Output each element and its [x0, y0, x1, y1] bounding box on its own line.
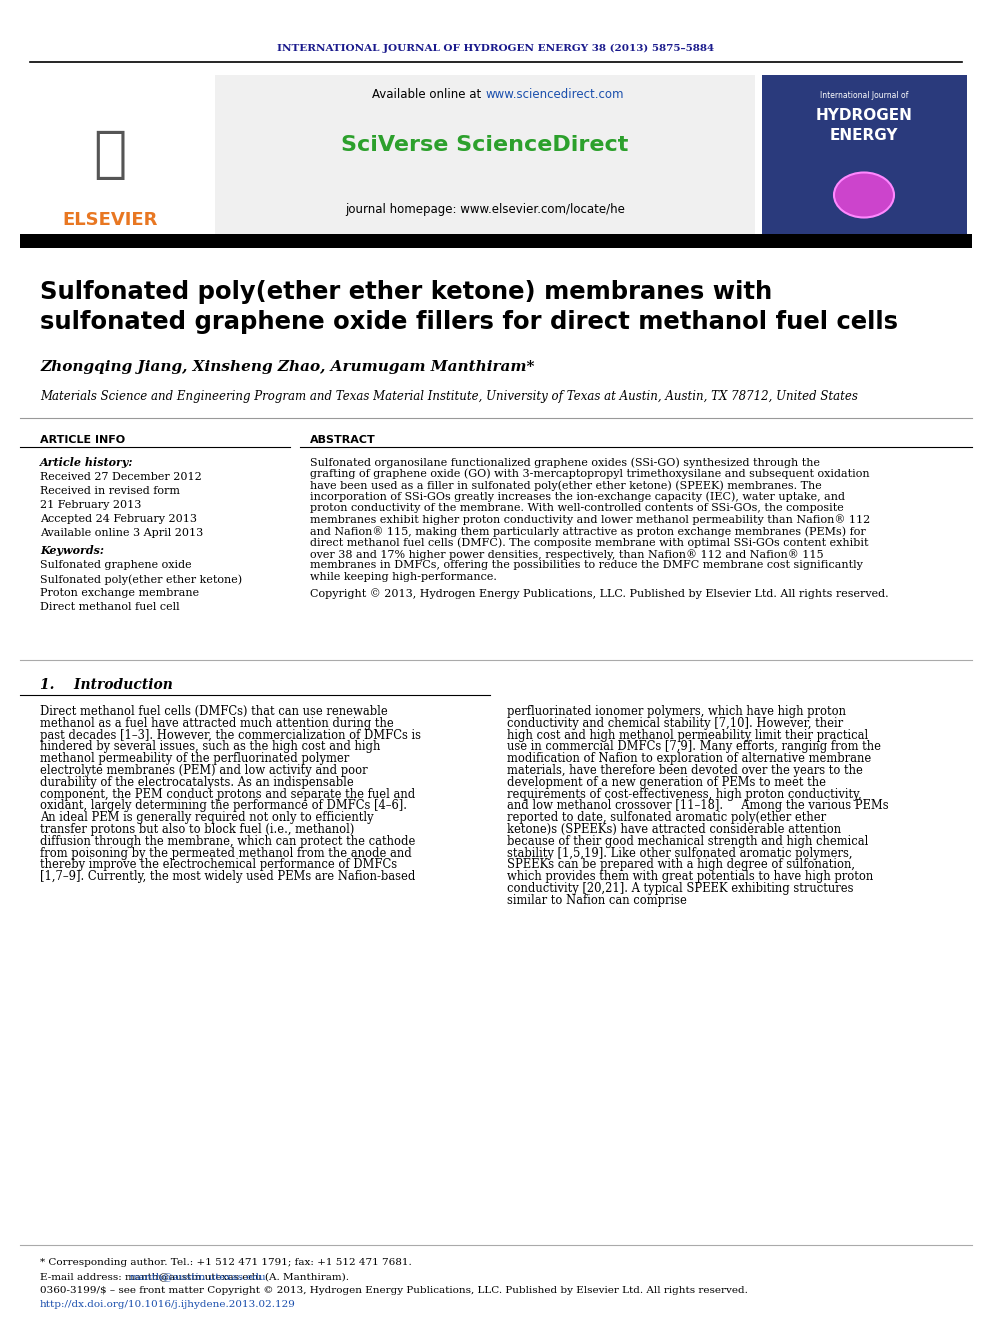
Text: Materials Science and Engineering Program and Texas Material Institute, Universi: Materials Science and Engineering Progra… — [40, 390, 858, 404]
Ellipse shape — [834, 172, 894, 217]
Text: Accepted 24 February 2013: Accepted 24 February 2013 — [40, 515, 197, 524]
Text: grafting of graphene oxide (GO) with 3-mercaptopropyl trimethoxysilane and subse: grafting of graphene oxide (GO) with 3-m… — [310, 468, 870, 479]
Text: reported to date, sulfonated aromatic poly(ether ether: reported to date, sulfonated aromatic po… — [507, 811, 826, 824]
Text: 21 February 2013: 21 February 2013 — [40, 500, 142, 509]
Text: SciVerse ScienceDirect: SciVerse ScienceDirect — [341, 135, 629, 155]
Text: thereby improve the electrochemical performance of DMFCs: thereby improve the electrochemical perf… — [40, 859, 397, 872]
Text: high cost and high methanol permeability limit their practical: high cost and high methanol permeability… — [507, 729, 868, 742]
Text: membranes exhibit higher proton conductivity and lower methanol permeability tha: membranes exhibit higher proton conducti… — [310, 515, 870, 525]
Text: because of their good mechanical strength and high chemical: because of their good mechanical strengt… — [507, 835, 868, 848]
Text: incorporation of SSi-GOs greatly increases the ion-exchange capacity (IEC), wate: incorporation of SSi-GOs greatly increas… — [310, 492, 845, 501]
Text: requirements of cost-effectiveness, high proton conductivity,: requirements of cost-effectiveness, high… — [507, 787, 862, 800]
Text: 🌳: 🌳 — [93, 128, 127, 183]
Text: hindered by several issues, such as the high cost and high: hindered by several issues, such as the … — [40, 741, 380, 753]
Text: An ideal PEM is generally required not only to efficiently: An ideal PEM is generally required not o… — [40, 811, 374, 824]
Text: Direct methanol fuel cell: Direct methanol fuel cell — [40, 602, 180, 613]
Text: development of a new generation of PEMs to meet the: development of a new generation of PEMs … — [507, 775, 826, 789]
Text: * Corresponding author. Tel.: +1 512 471 1791; fax: +1 512 471 7681.: * Corresponding author. Tel.: +1 512 471… — [40, 1258, 412, 1267]
Text: Sulfonated organosilane functionalized graphene oxides (SSi-GO) synthesized thro: Sulfonated organosilane functionalized g… — [310, 456, 820, 467]
Text: ketone)s (SPEEKs) have attracted considerable attention: ketone)s (SPEEKs) have attracted conside… — [507, 823, 841, 836]
Text: component, the PEM conduct protons and separate the fuel and: component, the PEM conduct protons and s… — [40, 787, 416, 800]
Text: stability [1,5,19]. Like other sulfonated aromatic polymers,: stability [1,5,19]. Like other sulfonate… — [507, 847, 852, 860]
Text: SPEEKs can be prepared with a high degree of sulfonation,: SPEEKs can be prepared with a high degre… — [507, 859, 855, 872]
Text: Received 27 December 2012: Received 27 December 2012 — [40, 472, 201, 482]
Text: journal homepage: www.elsevier.com/locate/he: journal homepage: www.elsevier.com/locat… — [345, 204, 625, 217]
FancyBboxPatch shape — [762, 75, 967, 235]
Text: 0360-3199/$ – see front matter Copyright © 2013, Hydrogen Energy Publications, L: 0360-3199/$ – see front matter Copyright… — [40, 1286, 748, 1295]
Text: transfer protons but also to block fuel (i.e., methanol): transfer protons but also to block fuel … — [40, 823, 354, 836]
Text: proton conductivity of the membrane. With well-controlled contents of SSi-GOs, t: proton conductivity of the membrane. Wit… — [310, 503, 844, 513]
Text: Received in revised form: Received in revised form — [40, 486, 180, 496]
Bar — [20, 234, 972, 247]
Text: over 38 and 17% higher power densities, respectively, than Nafion® 112 and Nafio: over 38 and 17% higher power densities, … — [310, 549, 823, 560]
Text: Sulfonated poly(ether ether ketone): Sulfonated poly(ether ether ketone) — [40, 574, 242, 585]
Text: membranes in DMFCs, offering the possibilities to reduce the DMFC membrane cost : membranes in DMFCs, offering the possibi… — [310, 561, 863, 570]
Text: conductivity and chemical stability [7,10]. However, their: conductivity and chemical stability [7,1… — [507, 717, 843, 730]
Text: which provides them with great potentials to have high proton: which provides them with great potential… — [507, 871, 873, 884]
Text: methanol as a fuel have attracted much attention during the: methanol as a fuel have attracted much a… — [40, 717, 394, 730]
Text: diffusion through the membrane, which can protect the cathode: diffusion through the membrane, which ca… — [40, 835, 416, 848]
Text: Keywords:: Keywords: — [40, 545, 104, 556]
Text: perfluorinated ionomer polymers, which have high proton: perfluorinated ionomer polymers, which h… — [507, 705, 846, 718]
Text: ENERGY: ENERGY — [829, 127, 898, 143]
Text: Article history:: Article history: — [40, 456, 134, 468]
Text: oxidant, largely determining the performance of DMFCs [4–6].: oxidant, largely determining the perform… — [40, 799, 407, 812]
Text: from poisoning by the permeated methanol from the anode and: from poisoning by the permeated methanol… — [40, 847, 412, 860]
Text: have been used as a filler in sulfonated poly(ether ether ketone) (SPEEK) membra: have been used as a filler in sulfonated… — [310, 480, 821, 491]
Text: Copyright © 2013, Hydrogen Energy Publications, LLC. Published by Elsevier Ltd. : Copyright © 2013, Hydrogen Energy Public… — [310, 589, 889, 599]
Text: Zhongqing Jiang, Xinsheng Zhao, Arumugam Manthiram*: Zhongqing Jiang, Xinsheng Zhao, Arumugam… — [40, 360, 535, 374]
Text: and Nafion® 115, making them particularly attractive as proton exchange membrane: and Nafion® 115, making them particularl… — [310, 527, 866, 537]
Text: ELSEVIER: ELSEVIER — [62, 210, 158, 229]
Text: electrolyte membranes (PEM) and low activity and poor: electrolyte membranes (PEM) and low acti… — [40, 763, 368, 777]
Text: HYDROGEN: HYDROGEN — [815, 107, 913, 123]
Text: Direct methanol fuel cells (DMFCs) that can use renewable: Direct methanol fuel cells (DMFCs) that … — [40, 705, 388, 718]
Text: Available online 3 April 2013: Available online 3 April 2013 — [40, 528, 203, 538]
Text: conductivity [20,21]. A typical SPEEK exhibiting structures: conductivity [20,21]. A typical SPEEK ex… — [507, 882, 853, 894]
Text: INTERNATIONAL JOURNAL OF HYDROGEN ENERGY 38 (2013) 5875–5884: INTERNATIONAL JOURNAL OF HYDROGEN ENERGY… — [278, 44, 714, 53]
Text: while keeping high-performance.: while keeping high-performance. — [310, 572, 497, 582]
Text: E-mail address: manth@austin.utexas.edu (A. Manthiram).: E-mail address: manth@austin.utexas.edu … — [40, 1271, 349, 1281]
Text: Sulfonated poly(ether ether ketone) membranes with
sulfonated graphene oxide fil: Sulfonated poly(ether ether ketone) memb… — [40, 280, 898, 333]
Text: past decades [1–3]. However, the commercialization of DMFCs is: past decades [1–3]. However, the commerc… — [40, 729, 421, 742]
Text: Proton exchange membrane: Proton exchange membrane — [40, 587, 199, 598]
Text: ABSTRACT: ABSTRACT — [310, 435, 376, 445]
Text: direct methanol fuel cells (DMFC). The composite membrane with optimal SSi-GOs c: direct methanol fuel cells (DMFC). The c… — [310, 537, 869, 548]
Text: durability of the electrocatalysts. As an indispensable: durability of the electrocatalysts. As a… — [40, 775, 354, 789]
Text: ARTICLE INFO: ARTICLE INFO — [40, 435, 125, 445]
Text: similar to Nafion can comprise: similar to Nafion can comprise — [507, 894, 686, 906]
Text: use in commercial DMFCs [7,9]. Many efforts, ranging from the: use in commercial DMFCs [7,9]. Many effo… — [507, 741, 881, 753]
Text: International Journal of: International Journal of — [819, 90, 909, 99]
FancyBboxPatch shape — [20, 75, 210, 235]
FancyBboxPatch shape — [215, 75, 755, 235]
Text: modification of Nafion to exploration of alternative membrane: modification of Nafion to exploration of… — [507, 753, 871, 765]
Text: Sulfonated graphene oxide: Sulfonated graphene oxide — [40, 560, 191, 570]
Text: materials, have therefore been devoted over the years to the: materials, have therefore been devoted o… — [507, 763, 863, 777]
Text: 1.    Introduction: 1. Introduction — [40, 677, 173, 692]
Text: www.sciencedirect.com: www.sciencedirect.com — [486, 89, 625, 102]
Text: [1,7–9]. Currently, the most widely used PEMs are Nafion-based: [1,7–9]. Currently, the most widely used… — [40, 871, 416, 884]
Text: and low methanol crossover [11–18].     Among the various PEMs: and low methanol crossover [11–18]. Amon… — [507, 799, 889, 812]
Text: http://dx.doi.org/10.1016/j.ijhydene.2013.02.129: http://dx.doi.org/10.1016/j.ijhydene.201… — [40, 1301, 296, 1308]
Text: Available online at: Available online at — [372, 89, 485, 102]
Text: methanol permeability of the perfluorinated polymer: methanol permeability of the perfluorina… — [40, 753, 349, 765]
Text: manth@austin.utexas.edu: manth@austin.utexas.edu — [130, 1271, 267, 1281]
